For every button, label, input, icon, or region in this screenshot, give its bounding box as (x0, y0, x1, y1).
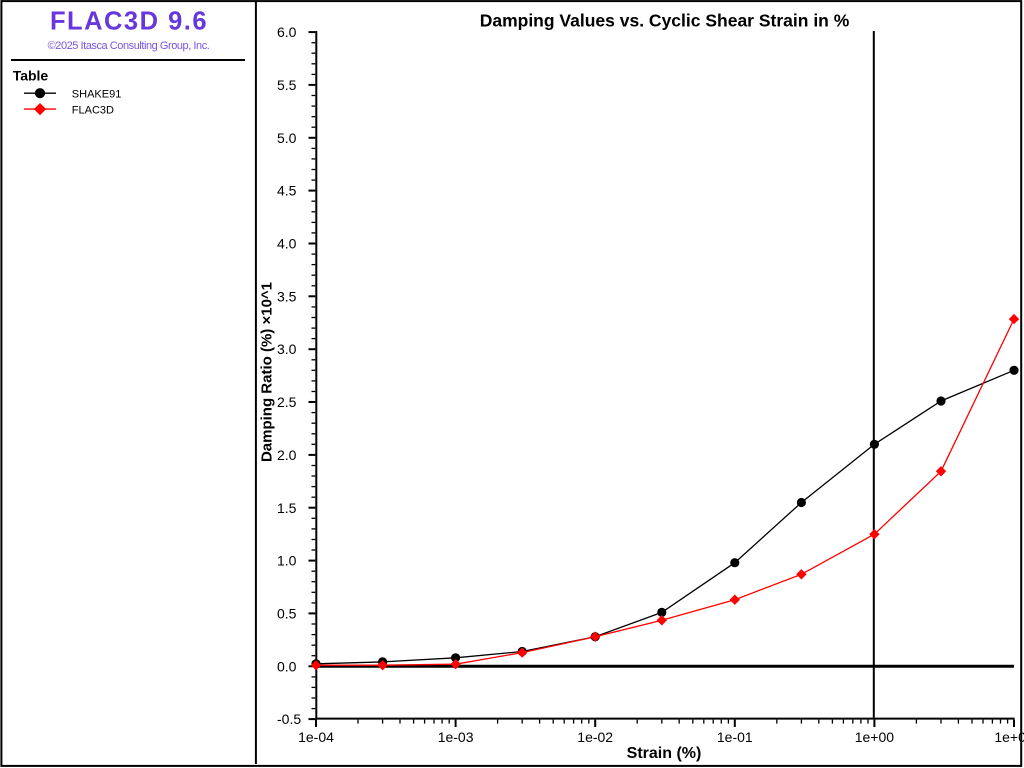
svg-text:6.0: 6.0 (277, 24, 297, 40)
svg-text:5.0: 5.0 (277, 130, 297, 146)
svg-text:3.5: 3.5 (277, 288, 297, 304)
svg-text:4.5: 4.5 (277, 183, 297, 199)
svg-text:0.0: 0.0 (277, 658, 297, 674)
svg-text:©2025 Itasca Consulting Group,: ©2025 Itasca Consulting Group, Inc. (48, 40, 210, 52)
svg-text:0.5: 0.5 (277, 605, 297, 621)
svg-text:1e-02: 1e-02 (577, 729, 613, 745)
svg-text:5.5: 5.5 (277, 77, 297, 93)
svg-text:1e-04: 1e-04 (298, 729, 334, 745)
svg-text:SHAKE91: SHAKE91 (72, 88, 122, 100)
svg-text:2.0: 2.0 (277, 447, 297, 463)
svg-text:1e-01: 1e-01 (717, 729, 753, 745)
svg-text:Strain (%): Strain (%) (627, 745, 702, 762)
svg-text:1e+00: 1e+00 (855, 729, 895, 745)
svg-text:2.5: 2.5 (277, 394, 297, 410)
svg-text:1e-03: 1e-03 (438, 729, 474, 745)
svg-text:1e+01: 1e+01 (994, 729, 1024, 745)
svg-text:-0.5: -0.5 (277, 711, 301, 727)
svg-text:Damping Values vs. Cyclic Shea: Damping Values vs. Cyclic Shear Strain i… (480, 11, 850, 31)
svg-text:FLAC3D 9.6: FLAC3D 9.6 (50, 7, 208, 35)
svg-text:Table: Table (13, 67, 49, 83)
svg-text:3.0: 3.0 (277, 341, 297, 357)
svg-text:Damping Ratio (%) ×10^1: Damping Ratio (%) ×10^1 (259, 282, 276, 462)
svg-text:1.0: 1.0 (277, 553, 297, 569)
svg-text:FLAC3D: FLAC3D (72, 104, 114, 116)
svg-text:1.5: 1.5 (277, 500, 297, 516)
svg-text:4.0: 4.0 (277, 236, 297, 252)
